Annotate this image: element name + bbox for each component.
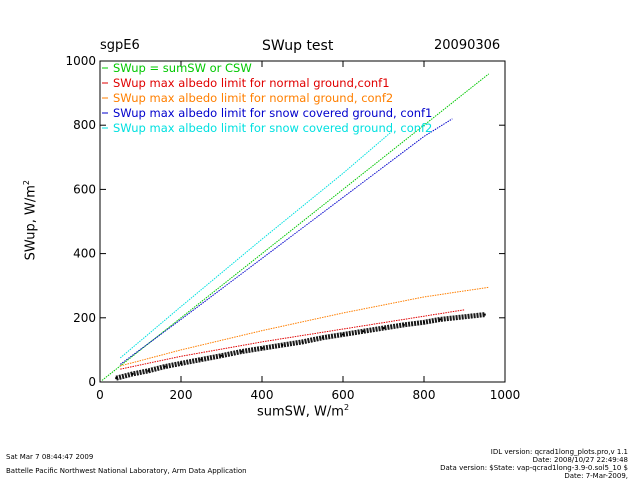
observed-point [240, 350, 243, 353]
y-tick-label: 200 [73, 311, 96, 325]
series-line-2 [120, 309, 465, 370]
x-tick-label: 600 [332, 388, 355, 402]
x-axis-label: sumSW, W/m2 [257, 403, 349, 419]
observed-point [362, 330, 365, 333]
footer-idl-version: IDL version: qcrad1long_plots.pro,v 1.1 [490, 448, 628, 456]
footer-data-version: Data version: $State: vap-qcrad1long-3.9… [440, 464, 628, 472]
observed-point [402, 323, 405, 326]
x-axis-label-text: sumSW, W/m [257, 404, 344, 420]
observed-point [200, 358, 203, 361]
footer-version-date: Date: 2008/10/27 22:49:48 [532, 456, 628, 464]
observed-point [163, 365, 166, 368]
series-line-4 [119, 118, 453, 365]
date-label: 20090306 [434, 38, 501, 53]
observed-points [115, 312, 486, 381]
observed-point [281, 344, 284, 347]
observed-point [115, 377, 118, 380]
y-axis-label-sup: 2 [22, 179, 32, 186]
x-axis-label-sup: 2 [343, 403, 350, 412]
chart-title: SWup test [262, 38, 334, 54]
footer-lab: Battelle Pacific Northwest National Labo… [6, 467, 247, 475]
observed-point [180, 362, 182, 365]
observed-point [147, 369, 150, 372]
legend-label-2: SWup max albedo limit for normal ground,… [113, 76, 390, 90]
observed-point [439, 318, 442, 321]
series-layer [101, 73, 490, 381]
y-tick-label: 800 [73, 118, 96, 132]
x-tick-label: 400 [251, 388, 274, 402]
observed-point [131, 372, 134, 375]
legend-label-4: SWup max albedo limit for snow covered g… [113, 106, 432, 120]
observed-point [423, 321, 425, 324]
x-tick-label: 800 [413, 388, 436, 402]
observed-point [342, 333, 344, 336]
legend-label-1: SWup = sumSW or CSW [113, 61, 252, 75]
x-tick-label: 0 [96, 388, 104, 402]
y-axis-label-text: SWup, W/m [23, 185, 39, 261]
y-tick-label: 0 [88, 375, 96, 389]
y-axis-label: SWup, W/m2 [22, 180, 38, 260]
series-line-5 [119, 131, 392, 359]
axis-ticks: 0 200 400 600 800 1000 0 200 400 600 800 1000 [65, 54, 520, 402]
observed-point [220, 354, 223, 357]
y-tick-label: 400 [73, 247, 96, 261]
x-tick-label: 1000 [490, 388, 521, 402]
x-tick-label: 200 [170, 388, 193, 402]
legend-label-5: SWup max albedo limit for snow covered g… [113, 121, 432, 135]
observed-point [261, 347, 263, 350]
y-tick-label: 1000 [65, 54, 96, 68]
observed-point [382, 327, 385, 330]
legend-label-3: SWup max albedo limit for normal ground,… [113, 91, 393, 105]
series-line-3 [120, 286, 489, 367]
observed-point [301, 340, 304, 343]
footer-timestamp: Sat Mar 7 08:44:47 2009 [6, 453, 94, 461]
observed-point [321, 336, 324, 339]
plot-frame [99, 60, 506, 383]
observed-point [483, 313, 486, 316]
footer-data-date: Date: 7-Mar-2009, [564, 472, 628, 480]
site-label: sgpE6 [100, 38, 140, 53]
y-tick-label: 600 [73, 182, 96, 196]
